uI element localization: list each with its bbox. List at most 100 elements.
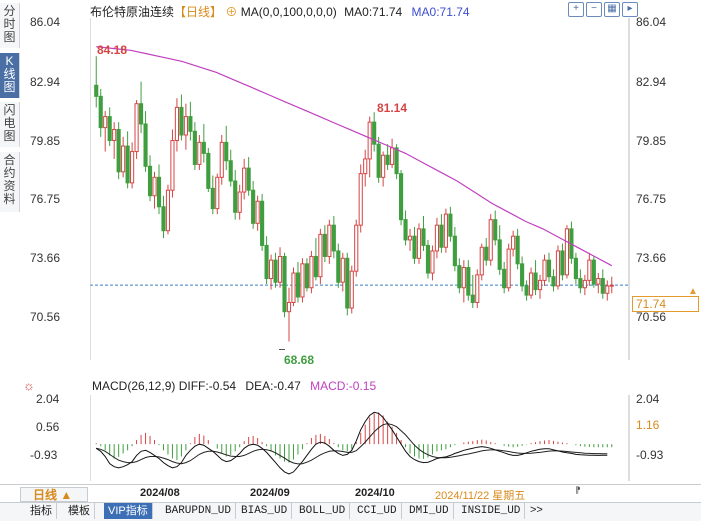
tab-boll[interactable]: BOLL_UD	[295, 503, 351, 519]
candle	[304, 263, 310, 289]
candle	[416, 228, 422, 259]
time-tick: 2024/09	[250, 487, 290, 499]
candle	[237, 191, 242, 213]
candle	[170, 140, 175, 191]
candle	[94, 84, 99, 97]
candle	[479, 246, 484, 276]
price-tick-right: 86.04	[636, 15, 667, 29]
price-tick-right: 73.66	[636, 251, 667, 265]
zoom-in-icon[interactable]: +	[568, 2, 584, 17]
candle	[502, 268, 507, 289]
price-tick-left: 79.85	[30, 134, 61, 148]
period-label[interactable]: 【日线】	[174, 5, 223, 19]
candle	[295, 272, 301, 298]
candle	[228, 160, 233, 182]
tab-indicator[interactable]: 指标	[26, 503, 57, 519]
diff-line	[95, 411, 608, 475]
candle	[273, 259, 278, 283]
candle	[224, 141, 229, 162]
tab-kline[interactable]: K线图	[0, 53, 20, 98]
candle	[591, 259, 596, 285]
macd-tick-left: 0.56	[36, 420, 60, 434]
candle	[596, 278, 601, 285]
candle	[309, 255, 314, 289]
candle	[201, 141, 206, 154]
candle	[233, 180, 238, 213]
settings-icon[interactable]: ▸	[622, 2, 638, 17]
time-axis	[0, 484, 701, 503]
tab-barupdn[interactable]: BARUPDN_UD	[161, 503, 237, 519]
price-tick-left: 73.66	[30, 251, 61, 265]
macd-chart[interactable]	[90, 395, 630, 481]
candle	[345, 257, 350, 309]
chart-header: 布伦特原油连续【日线】 ⊕ MA(0,0,100,0,0,0) MA0:71.7…	[90, 3, 470, 20]
candle	[313, 255, 318, 278]
add-icon[interactable]: ⊕	[225, 5, 238, 19]
macd-tick-right: -0.93	[636, 448, 664, 462]
candle	[434, 224, 439, 252]
candle	[107, 116, 112, 142]
candle	[560, 250, 565, 276]
candle	[385, 154, 390, 165]
macd-tick-right: 2.04	[636, 392, 660, 406]
candle	[600, 278, 605, 294]
candle	[358, 173, 363, 226]
tab-dmi[interactable]: DMI_UD	[405, 503, 454, 519]
candle	[493, 219, 498, 241]
candle	[470, 294, 475, 303]
candle	[188, 116, 193, 132]
candle	[147, 165, 153, 197]
candle	[542, 259, 547, 281]
bottom-tab-bar	[0, 502, 701, 521]
candle	[269, 259, 274, 280]
tab-cci[interactable]: CCI_UD	[353, 503, 402, 519]
candle	[246, 167, 251, 191]
candle	[179, 106, 184, 136]
macd-settings-icon[interactable]: ☼	[23, 378, 35, 393]
grid-icon[interactable]: ▦	[604, 2, 620, 17]
macd-tick-left: -0.93	[30, 448, 58, 462]
tab-timeshare[interactable]: 分时图	[0, 3, 20, 48]
ma0-value-secondary: MA0:71.74	[411, 5, 470, 19]
candle	[215, 176, 220, 210]
candle	[399, 173, 404, 221]
candle	[448, 213, 453, 237]
candle	[291, 272, 296, 303]
tab-template[interactable]: 模板	[64, 503, 95, 519]
candle	[336, 250, 341, 283]
zoom-out-icon[interactable]: −	[586, 2, 602, 17]
period-selector[interactable]: 日线 ▲	[20, 487, 88, 502]
candle	[264, 244, 269, 280]
ma-line	[96, 46, 613, 267]
candle	[219, 141, 224, 178]
candle	[210, 187, 215, 210]
candle	[363, 158, 368, 175]
tab-vip-indicator[interactable]: VIP指标	[104, 503, 153, 519]
tab-contract-info[interactable]: 合约资料	[0, 152, 20, 212]
candle	[300, 263, 305, 298]
candle	[412, 235, 417, 259]
macd-dea: DEA:-0.47	[245, 379, 301, 393]
tab-flash-chart[interactable]: 闪电图	[0, 102, 20, 147]
price-chart[interactable]	[90, 18, 630, 360]
price-tick-right: 70.56	[636, 310, 667, 324]
price-tick-right: 82.94	[636, 75, 667, 89]
candle	[443, 213, 448, 248]
candle	[537, 279, 543, 291]
price-marker-icon: ▲	[688, 286, 698, 297]
tabs-more-icon[interactable]: >>	[530, 504, 543, 516]
cursor-icon: ⁋	[575, 485, 581, 495]
candle	[112, 128, 117, 142]
instrument-title: 布伦特原油连续	[90, 5, 175, 19]
candle	[372, 121, 377, 145]
candle	[242, 167, 247, 193]
current-price-tag: 71.74	[632, 296, 699, 312]
candle	[511, 235, 516, 250]
tab-inside[interactable]: INSIDE_UD	[457, 503, 526, 519]
candle	[318, 233, 323, 278]
tab-bias[interactable]: BIAS_UD	[237, 503, 293, 519]
low-arrow	[279, 349, 285, 350]
candle	[340, 257, 345, 283]
macd-value: MACD:-0.15	[310, 379, 377, 393]
candle	[192, 130, 197, 165]
